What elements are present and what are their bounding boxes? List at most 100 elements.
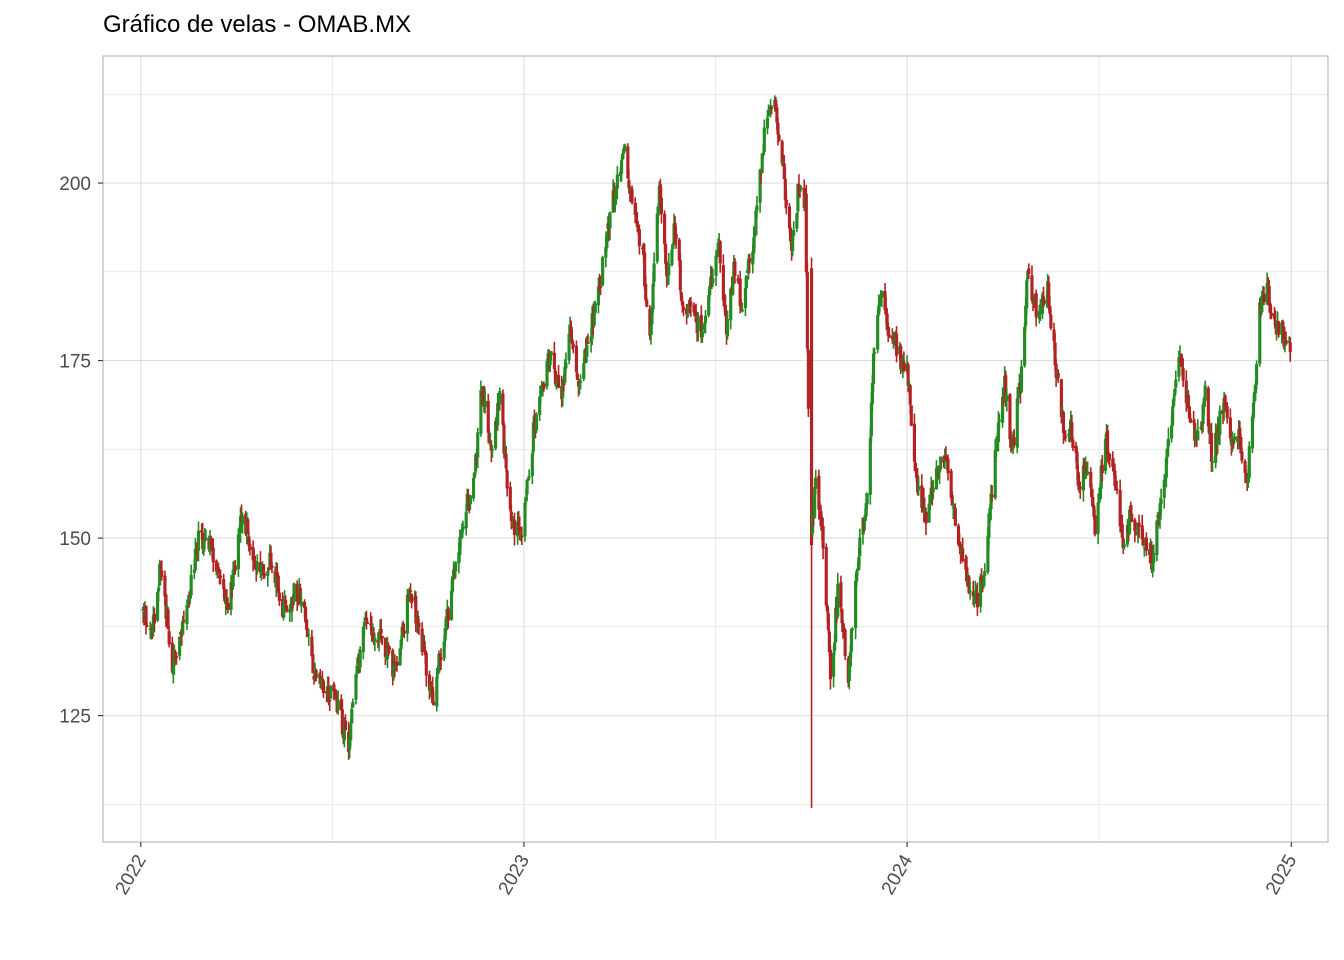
candle-body xyxy=(711,278,715,284)
candle-body xyxy=(582,363,586,379)
candle-body xyxy=(1121,538,1125,549)
candle-body xyxy=(1142,546,1146,549)
candle-body xyxy=(1251,402,1256,418)
candle-body xyxy=(723,304,728,316)
candle-body xyxy=(648,309,652,336)
candle-body xyxy=(1210,461,1215,463)
candle-body xyxy=(858,537,862,557)
candle-body xyxy=(141,609,145,611)
candle-body xyxy=(200,530,204,533)
candle-body xyxy=(223,589,227,602)
candle-body xyxy=(788,227,793,242)
candle-body xyxy=(883,290,887,311)
candle-body xyxy=(262,564,266,576)
candle-body xyxy=(806,350,810,409)
candle-body xyxy=(437,654,441,673)
candle-body xyxy=(877,305,881,315)
candle-body xyxy=(305,619,309,631)
candle-body xyxy=(1179,356,1183,363)
candle-body xyxy=(1281,321,1285,326)
candle-body xyxy=(946,458,950,474)
candle-body xyxy=(872,352,877,354)
candle-body xyxy=(218,575,223,578)
candle-body xyxy=(483,400,487,408)
candle-body xyxy=(1273,320,1278,329)
candle-body xyxy=(214,560,218,572)
candle-body xyxy=(621,153,625,160)
candle-body xyxy=(833,642,837,651)
candle-body xyxy=(332,684,336,692)
candle-body xyxy=(649,326,653,335)
candle-body xyxy=(450,576,455,592)
candle-body xyxy=(340,709,344,735)
candle-body xyxy=(173,652,178,654)
candle-body xyxy=(1136,522,1140,536)
candle-body xyxy=(563,366,567,383)
candle-body xyxy=(259,564,264,576)
candle-body xyxy=(819,511,823,527)
candle-body xyxy=(656,210,660,216)
candle-body xyxy=(1269,312,1273,317)
candle-body xyxy=(1114,485,1118,488)
candle-body xyxy=(429,682,434,686)
candle-body xyxy=(913,463,918,471)
candle-body xyxy=(1074,445,1078,453)
candle-body xyxy=(269,552,273,567)
candle-body xyxy=(523,502,527,537)
candle-body xyxy=(938,467,942,473)
candle-body xyxy=(329,686,333,699)
candle-body xyxy=(965,567,969,582)
candle-body xyxy=(996,422,1000,443)
candle-body xyxy=(869,402,873,437)
candle-body xyxy=(502,424,506,454)
candle-body xyxy=(314,670,318,679)
candle-body xyxy=(505,470,509,489)
candle-body xyxy=(1166,438,1171,447)
candle-body xyxy=(151,614,155,633)
candle-body xyxy=(504,453,508,469)
candle-body xyxy=(164,594,168,619)
candle-body xyxy=(928,495,932,505)
candle-body xyxy=(449,590,454,620)
candle-body xyxy=(619,160,624,174)
candle-body xyxy=(373,638,377,642)
candle-body xyxy=(754,210,758,236)
candle-body xyxy=(1282,326,1286,347)
candle-body xyxy=(762,127,766,152)
candle-body xyxy=(1075,451,1079,469)
candle-body xyxy=(160,570,164,577)
candle-body xyxy=(993,449,997,499)
candle-body xyxy=(1159,499,1163,505)
candle-body xyxy=(986,535,990,572)
candle-body xyxy=(446,608,450,621)
candle-body xyxy=(980,576,984,580)
candle-body xyxy=(298,587,302,605)
candle-body xyxy=(333,691,337,694)
candle-body xyxy=(1188,418,1193,423)
candle-body xyxy=(596,286,601,306)
candle-body xyxy=(667,263,671,276)
candle-body xyxy=(442,641,446,659)
candle-body xyxy=(185,604,189,625)
candle-body xyxy=(1026,270,1030,279)
candle-body xyxy=(982,577,986,587)
candle-body xyxy=(518,526,522,535)
candle-body xyxy=(843,629,847,656)
candle-body xyxy=(193,548,197,571)
candle-body xyxy=(758,169,762,203)
candle-body xyxy=(700,331,704,338)
candle-body xyxy=(714,255,718,276)
candle-body xyxy=(909,405,913,426)
candle-body xyxy=(612,190,616,202)
candle-body xyxy=(350,709,354,724)
candle-body xyxy=(1048,305,1052,314)
candle-body xyxy=(611,190,615,213)
candle-body xyxy=(978,576,983,607)
candle-body xyxy=(1288,342,1292,353)
candle-body xyxy=(328,699,332,702)
candle-body xyxy=(680,301,685,306)
candle-body xyxy=(1049,314,1053,329)
candle-body xyxy=(1140,525,1144,540)
candle-body xyxy=(460,529,464,538)
candle-body xyxy=(428,684,433,693)
